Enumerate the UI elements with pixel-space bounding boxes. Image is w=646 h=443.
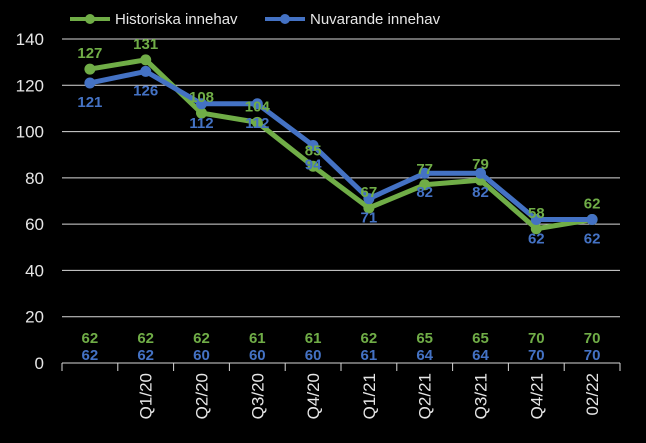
data-label: 82 <box>472 184 489 201</box>
count-label: 61 <box>305 330 322 347</box>
count-label: 62 <box>137 330 154 347</box>
data-point <box>475 167 486 179</box>
data-label: 121 <box>77 94 102 111</box>
data-label: 85 <box>305 142 322 159</box>
count-label: 64 <box>472 347 489 364</box>
count-label: 61 <box>361 347 378 364</box>
x-tick-label: Q4/20 <box>304 373 323 419</box>
data-label: 104 <box>245 98 271 115</box>
count-label: 70 <box>528 347 545 364</box>
legend-marker-nuvarande <box>280 14 290 24</box>
y-tick-label: 60 <box>25 215 44 234</box>
data-point <box>419 179 431 191</box>
data-label: 126 <box>133 82 158 99</box>
data-point <box>586 214 598 226</box>
data-point <box>363 193 375 205</box>
data-point <box>530 214 542 226</box>
data-label: 62 <box>584 231 601 248</box>
y-tick-label: 100 <box>16 123 44 142</box>
data-label: 127 <box>77 45 102 62</box>
count-label: 62 <box>193 330 210 347</box>
data-label: 94 <box>305 156 322 173</box>
data-point <box>363 202 375 214</box>
x-tick-label: Q1/20 <box>137 373 156 419</box>
y-axis: 0 20 40 60 80 100 120 140 <box>16 30 44 373</box>
legend-label-nuvarande: Nuvarande innehav <box>310 11 441 28</box>
series-line-1 <box>87 68 595 223</box>
data-point <box>84 63 96 75</box>
legend-label-historiska: Historiska innehav <box>115 11 238 28</box>
count-label: 60 <box>193 347 210 364</box>
count-label: 65 <box>472 330 489 347</box>
y-tick-label: 80 <box>25 169 44 188</box>
y-tick-label: 20 <box>25 308 44 327</box>
data-label: 62 <box>584 196 601 213</box>
data-point <box>419 167 431 179</box>
data-label: 67 <box>361 184 378 201</box>
y-tick-label: 140 <box>16 30 44 49</box>
gridlines <box>62 38 620 318</box>
y-tick-label: 120 <box>16 76 44 95</box>
count-label: 62 <box>361 330 378 347</box>
legend: Historiska innehav Nuvarande innehav <box>70 11 441 28</box>
data-point <box>251 98 263 110</box>
x-tick-label: Q2/21 <box>416 373 435 419</box>
data-labels: 127 131 108 104 85 67 77 79 58 62 121 126 112 112 94 71… <box>77 36 600 248</box>
x-tick-label: Q3/21 <box>472 373 491 419</box>
x-tick-label: 02/22 <box>583 373 602 416</box>
count-label: 62 <box>82 330 99 347</box>
data-point <box>84 77 96 89</box>
data-point <box>196 98 207 110</box>
data-label: 112 <box>189 115 213 132</box>
data-label: 131 <box>133 36 158 53</box>
data-label: 58 <box>528 205 545 222</box>
y-tick-label: 0 <box>35 354 44 373</box>
count-label: 60 <box>305 347 322 364</box>
count-label: 60 <box>249 347 266 364</box>
data-label: 82 <box>416 184 433 201</box>
x-axis: Q1/20 Q2/20 Q3/20 Q4/20 Q1/21 Q2/21 Q3/21 Q4/21… <box>61 362 621 419</box>
data-point <box>140 54 152 66</box>
x-tick-label: Q1/21 <box>360 373 379 419</box>
data-label: 62 <box>528 231 545 248</box>
count-label: 70 <box>584 330 601 347</box>
x-tick-label: Q3/20 <box>248 373 267 419</box>
x-tick-label: Q4/21 <box>527 373 546 419</box>
count-label: 70 <box>584 347 601 364</box>
count-label: 70 <box>528 330 545 347</box>
data-label: 71 <box>361 210 378 227</box>
count-label: 65 <box>416 330 433 347</box>
data-label: 108 <box>189 89 214 106</box>
data-point <box>307 160 319 172</box>
y-tick-label: 40 <box>25 261 44 280</box>
count-label: 62 <box>137 347 154 364</box>
data-label: 79 <box>472 156 489 173</box>
data-label: 112 <box>245 115 269 132</box>
data-point <box>140 65 152 77</box>
series-lines <box>84 54 598 235</box>
data-point <box>196 107 207 119</box>
count-label: 61 <box>249 330 266 347</box>
data-point <box>530 223 542 235</box>
data-point <box>307 139 319 151</box>
data-label: 77 <box>416 161 433 178</box>
count-label: 62 <box>82 347 99 364</box>
data-point <box>251 116 263 128</box>
count-label: 64 <box>416 347 433 364</box>
x-tick-label: Q2/20 <box>193 373 212 419</box>
legend-marker-historiska <box>85 14 95 24</box>
